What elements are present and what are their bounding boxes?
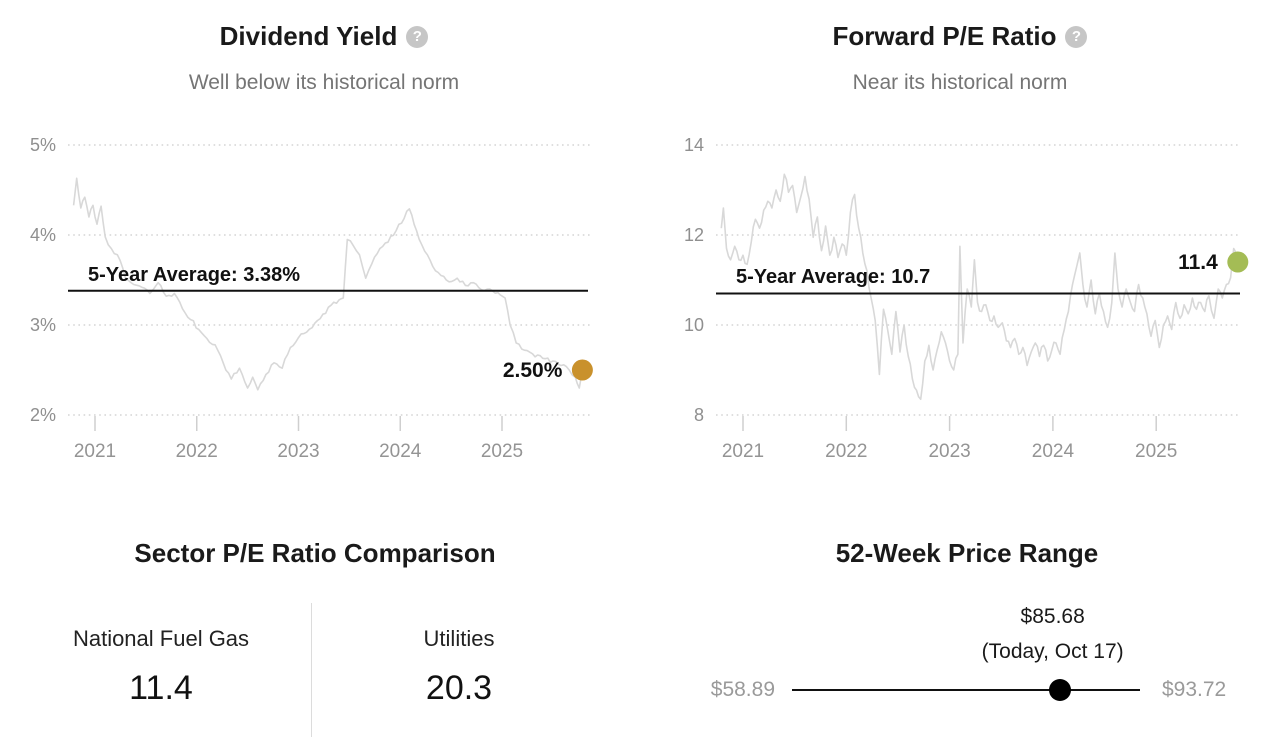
current-price-label: $85.68 [1020, 605, 1085, 628]
sector-name: Utilities [423, 626, 495, 651]
x-tick-label: 2023 [928, 441, 970, 462]
range-track [792, 689, 1140, 691]
chart-title: Dividend Yield [219, 21, 398, 51]
gridlines [68, 144, 590, 431]
y-tick-label: 3% [30, 315, 56, 335]
x-tick-label: 2021 [722, 441, 764, 462]
chart-title: Forward P/E Ratio [832, 21, 1057, 51]
y-tick-label: 8 [694, 405, 704, 425]
section-title: 52-Week Price Range [835, 538, 1099, 568]
current-value-label: 2.50% [503, 359, 563, 382]
x-tick-label: 2021 [74, 441, 116, 462]
help-icon[interactable]: ? [406, 25, 429, 48]
series-path [720, 173, 1239, 401]
x-tick-label: 2023 [277, 441, 319, 462]
dividend-yield-panel: Dividend Yield ? Well below its historic… [0, 0, 648, 470]
average-line-label: 5-Year Average: 3.38% [88, 264, 300, 286]
section-title: Sector P/E Ratio Comparison [134, 538, 496, 568]
x-tick-label: 2024 [1032, 441, 1075, 462]
x-tick-label: 2022 [825, 441, 867, 462]
axis-labels: 2% 3% 4% 5% 2021 2022 2023 2024 2025 [30, 135, 523, 462]
sector-pe-comparison-panel: Sector P/E Ratio Comparison National Fue… [0, 520, 640, 747]
dividend-yield-chart: 5-Year Average: 3.38% 2% 3% 4% 5% 2021 2022 20… [30, 135, 593, 462]
company-pe-cell: National Fuel Gas 11.4 [11, 626, 311, 708]
help-icon[interactable]: ? [1065, 25, 1088, 48]
current-value-label: 11.4 [1178, 251, 1218, 274]
company-pe-value: 11.4 [129, 669, 193, 707]
chart-subtitle: Well below its historical norm [188, 71, 460, 94]
x-tick-label: 2025 [1135, 441, 1177, 462]
y-tick-label: 2% [30, 405, 56, 425]
dividend-yield-header: Dividend Yield ? [0, 21, 648, 52]
axis-labels: 8 10 12 14 2021 2022 2023 2024 2025 [684, 135, 1177, 462]
sector-pe-value: 20.3 [425, 669, 493, 707]
x-tick-label: 2024 [379, 441, 422, 462]
y-tick-label: 10 [684, 315, 704, 335]
forward-pe-line [720, 173, 1239, 401]
y-tick-label: 12 [684, 225, 704, 245]
y-tick-label: 4% [30, 225, 56, 245]
current-value-dot [1227, 251, 1249, 273]
current-value-dot [571, 359, 593, 381]
y-tick-label: 14 [684, 135, 704, 155]
range-low-label: $58.89 [710, 678, 775, 701]
x-tick-label: 2025 [481, 441, 523, 462]
forward-pe-panel: Forward P/E Ratio ? Near its historical … [640, 0, 1280, 470]
range-high-label: $93.72 [1162, 678, 1227, 701]
sector-pe-cell: Utilities 20.3 [309, 626, 609, 708]
company-name: National Fuel Gas [72, 626, 250, 651]
x-tick-label: 2022 [176, 441, 218, 462]
vertical-divider [311, 603, 312, 737]
forward-pe-chart: 5-Year Average: 10.7 8 10 12 14 2021 2022 2023… [684, 135, 1249, 462]
price-range-panel: 52-Week Price Range $85.68 (Today, Oct 1… [640, 520, 1280, 747]
gridlines [716, 144, 1240, 431]
range-current-dot [1048, 679, 1071, 701]
average-line-label: 5-Year Average: 10.7 [736, 266, 930, 288]
chart-subtitle: Near its historical norm [852, 71, 1068, 94]
y-tick-label: 5% [30, 135, 56, 155]
forward-pe-header: Forward P/E Ratio ? [640, 21, 1280, 52]
current-price-date: (Today, Oct 17) [981, 640, 1124, 663]
